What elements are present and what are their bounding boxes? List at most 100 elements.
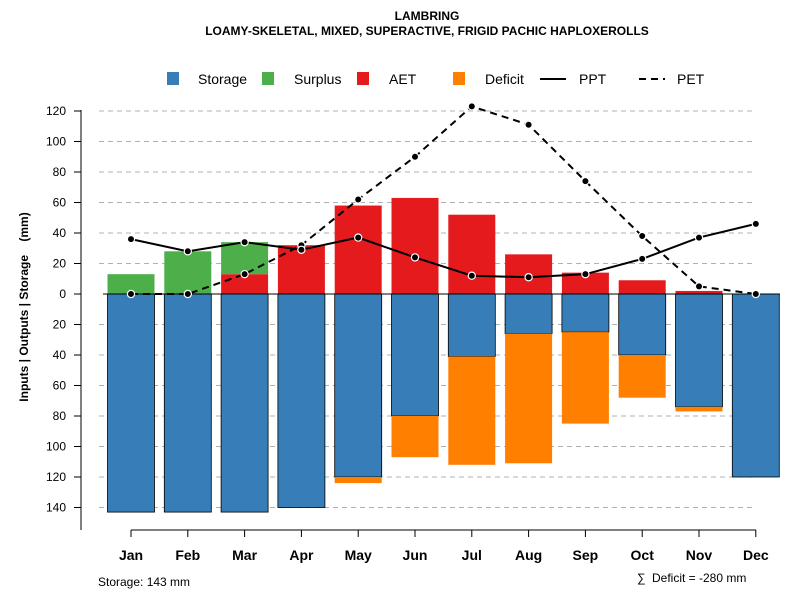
bar-aet-sep: [561, 272, 609, 294]
point-pet-nov: [694, 282, 704, 291]
point-ppt-oct: [638, 254, 647, 264]
bar-storage-may: [334, 293, 383, 478]
bar-aet-oct: [618, 280, 666, 294]
legend-swatch-storage: [167, 72, 179, 85]
bar-storage-apr: [277, 293, 326, 508]
y-tick-label: 80: [53, 409, 67, 423]
x-ticks: Jan Feb Mar Apr May Jun Jul Aug Sep Oct Nov Dec: [119, 530, 769, 563]
y-tick-label: 120: [46, 470, 66, 484]
bars: [107, 197, 780, 513]
y-tick-label: 20: [53, 318, 67, 332]
bar-aet-jun: [391, 197, 439, 294]
y-tick-label: 60: [53, 379, 67, 393]
bar-surplus-feb: [164, 251, 212, 294]
bar-storage-jul: [447, 293, 496, 357]
legend-swatch-surplus: [262, 72, 274, 85]
legend-label-aet: AET: [389, 71, 417, 87]
point-ppt-dec: [751, 219, 761, 229]
y-ticks: 120 100 80 60 40 20 0 20 40 60 80 100 120 140: [46, 104, 81, 515]
point-pet-mar: [240, 269, 249, 279]
y-tick-label: 0: [59, 287, 66, 301]
line-ppt: [130, 222, 757, 279]
sum-symbol: ∑: [637, 571, 646, 585]
x-tick-label-feb: Feb: [175, 547, 200, 563]
y-tick-label: 80: [53, 165, 67, 179]
y-tick-label: 120: [46, 104, 66, 118]
y-tick-label: 60: [53, 196, 67, 210]
bar-surplus-jan: [107, 274, 155, 294]
bar-aet-may: [334, 205, 382, 294]
y-tick-label: 140: [46, 501, 66, 515]
point-ppt-jan: [126, 234, 136, 244]
bar-storage-dec: [731, 293, 780, 478]
x-tick-label-jul: Jul: [462, 547, 482, 563]
bar-storage-nov: [675, 293, 723, 408]
bar-storage-mar: [220, 293, 269, 513]
legend: Storage Surplus AET Deficit PPT PET: [167, 71, 705, 87]
point-pet-feb: [183, 289, 192, 299]
bar-aet-nov: [675, 290, 723, 294]
bar-deficit-aug: [505, 333, 553, 464]
bar-deficit-jul: [448, 356, 496, 465]
x-tick-label-oct: Oct: [631, 547, 655, 563]
bar-storage-feb: [163, 293, 212, 513]
y-axis-label: Inputs | Outputs | Storage (mm): [17, 212, 31, 401]
bar-deficit-sep: [561, 332, 609, 424]
bar-storage-aug: [504, 293, 553, 335]
x-tick-label-jun: Jun: [403, 547, 428, 563]
axes: [80, 110, 756, 531]
y-tick-label: 100: [46, 440, 66, 454]
legend-label-surplus: Surplus: [294, 71, 341, 87]
bar-storage-jan: [107, 293, 155, 513]
bar-aet-mar: [221, 274, 269, 294]
x-tick-label-nov: Nov: [686, 547, 713, 563]
storage-footer: Storage: 143 mm: [98, 575, 190, 589]
bar-deficit-oct: [618, 355, 666, 398]
bar-storage-oct: [618, 293, 667, 356]
point-pet-aug: [524, 120, 533, 129]
bar-storage-sep: [561, 293, 610, 333]
point-ppt-mar: [240, 237, 249, 247]
point-pet-sep: [581, 176, 590, 186]
point-ppt-sep: [581, 269, 590, 279]
legend-swatch-deficit: [453, 72, 465, 85]
bar-deficit-jun: [391, 416, 439, 458]
point-ppt-aug: [524, 273, 533, 282]
point-ppt-jun: [410, 253, 420, 262]
x-tick-label-may: May: [345, 547, 372, 563]
y-tick-label: 20: [53, 257, 67, 271]
point-pet-dec: [751, 289, 761, 299]
x-tick-label-dec: Dec: [743, 547, 769, 563]
point-ppt-apr: [297, 245, 306, 254]
chart-subtitle: LOAMY-SKELETAL, MIXED, SUPERACTIVE, FRIG…: [205, 24, 649, 38]
bar-surplus-mar: [221, 242, 269, 275]
x-tick-label-apr: Apr: [289, 547, 314, 563]
line-pet: [131, 105, 756, 295]
bar-deficit-may: [334, 477, 382, 484]
legend-label-pet: PET: [677, 71, 705, 87]
bar-deficit-nov: [675, 406, 723, 412]
y-tick-label: 40: [53, 226, 67, 240]
legend-label-storage: Storage: [198, 71, 247, 87]
x-tick-label-sep: Sep: [573, 547, 599, 563]
point-pet-jun: [410, 152, 420, 161]
y-tick-label: 40: [53, 348, 67, 362]
deficit-footer: Deficit = -280 mm: [652, 571, 746, 585]
x-tick-label-mar: Mar: [232, 547, 257, 563]
point-pet-oct: [638, 231, 647, 241]
chart-title: LAMBRING: [395, 9, 460, 23]
legend-swatch-aet: [357, 72, 369, 85]
x-tick-label-aug: Aug: [515, 547, 542, 563]
point-ppt-jul: [467, 271, 476, 280]
point-ppt-nov: [694, 233, 704, 242]
point-ppt-may: [354, 233, 363, 242]
series-lines: [126, 102, 761, 299]
y-tick-label: 100: [46, 135, 66, 149]
point-pet-jan: [126, 289, 136, 299]
point-ppt-feb: [183, 247, 192, 256]
point-pet-jul: [467, 102, 476, 111]
legend-label-deficit: Deficit: [485, 71, 524, 87]
point-pet-may: [354, 195, 363, 204]
bar-storage-jun: [391, 293, 439, 417]
